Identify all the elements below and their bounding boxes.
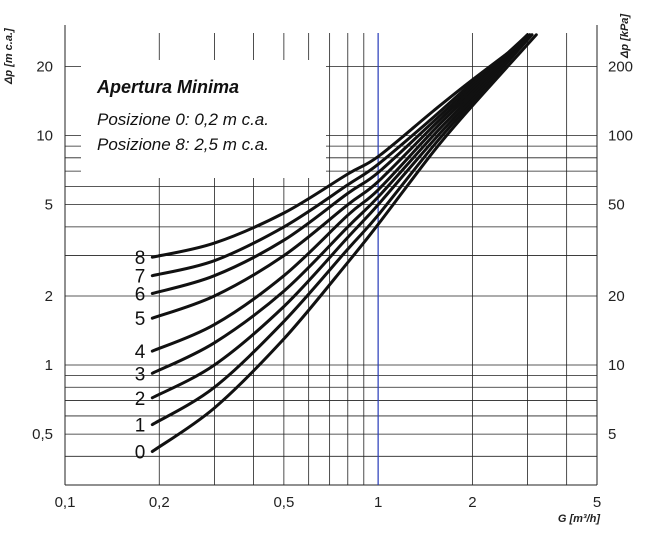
curve-series-0	[150, 33, 538, 453]
labels: 0 1 2 34 5 678 0,1 0,2 0,5 1 2 5 0,5 1 2 5 10 20 5 10 20 50 10…	[32, 59, 633, 511]
y-tick-label-left: 0,5	[32, 426, 53, 443]
y-tick-label-left: 2	[45, 288, 53, 305]
x-axis-title: G [m³/h]	[558, 513, 600, 525]
y-tick-label-right: 200	[608, 59, 633, 76]
y-tick-label-left: 5	[45, 197, 53, 214]
curve-series-2	[150, 33, 532, 400]
curves	[150, 33, 538, 453]
y-tick-label-right: 5	[608, 426, 616, 443]
y-tick-label-right: 20	[608, 288, 625, 305]
x-tick-label: 0,2	[149, 494, 170, 511]
curve-series-3	[150, 33, 529, 375]
curve-label-5: 5	[135, 309, 146, 330]
x-tick-label: 1	[374, 494, 382, 511]
curve-label-8: 8	[135, 248, 146, 269]
y-axis-title-right: Δp [kPa]	[619, 14, 631, 59]
legend-line-1: Posizione 0: 0,2 m c.a.	[97, 110, 269, 129]
y-tick-label-right: 10	[608, 357, 625, 374]
y-axis-title-left: Δp [m c.a.]	[3, 28, 15, 85]
y-tick-label-left: 20	[36, 59, 53, 76]
x-tick-label: 0,1	[55, 494, 76, 511]
legend-line-2: Posizione 8: 2,5 m c.a.	[97, 135, 269, 154]
legend-title: Apertura Minima	[96, 77, 239, 97]
curve-label-0: 0	[135, 442, 146, 463]
curve-series-7	[150, 33, 532, 278]
legend-box	[81, 60, 326, 178]
x-tick-label: 2	[468, 494, 476, 511]
x-tick-label: 5	[593, 494, 601, 511]
curve-label-6: 6	[135, 285, 146, 306]
curve-label-3: 3	[135, 364, 146, 385]
curve-series-4	[150, 33, 529, 353]
x-tick-label: 0,5	[273, 494, 294, 511]
curve-label-2: 2	[135, 389, 146, 410]
curve-label-4: 4	[135, 342, 146, 363]
y-tick-label-left: 1	[45, 357, 53, 374]
curve-series-6	[150, 33, 529, 295]
y-tick-label-right: 100	[608, 128, 633, 145]
y-tick-label-left: 10	[36, 128, 53, 145]
curve-series-1	[150, 33, 534, 427]
curve-label-7: 7	[135, 267, 146, 288]
curve-series-5	[150, 33, 529, 320]
y-tick-label-right: 50	[608, 197, 625, 214]
curve-series-8	[150, 33, 534, 259]
curve-label-1: 1	[135, 416, 146, 437]
